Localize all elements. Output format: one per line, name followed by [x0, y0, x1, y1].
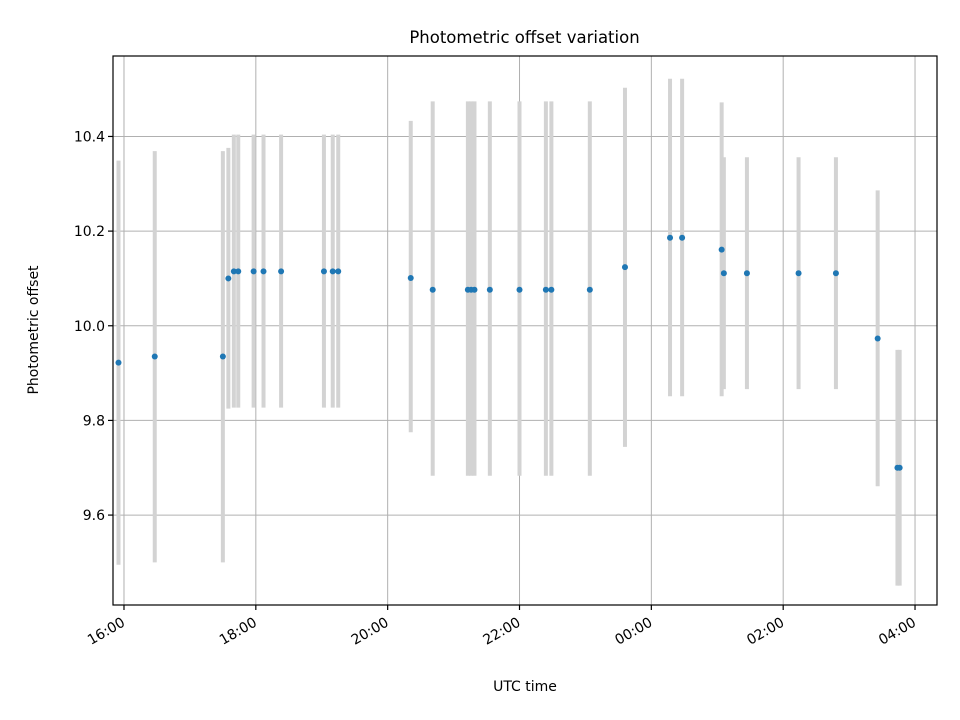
- data-point: [679, 234, 686, 241]
- data-point: [335, 268, 342, 275]
- data-point: [407, 274, 414, 281]
- data-point: [542, 286, 549, 293]
- data-point: [471, 286, 478, 293]
- y-tick-label: 9.8: [83, 413, 105, 429]
- data-point: [621, 264, 628, 271]
- y-tick-label: 10.0: [74, 319, 105, 335]
- data-point: [250, 268, 257, 275]
- data-point: [235, 268, 242, 275]
- data-point: [718, 246, 725, 253]
- data-point: [720, 270, 727, 277]
- data-point: [516, 286, 523, 293]
- data-point: [151, 353, 158, 360]
- data-point: [896, 464, 903, 471]
- data-point: [667, 234, 674, 241]
- data-point: [329, 268, 336, 275]
- y-axis-label: Photometric offset: [26, 265, 42, 395]
- data-point: [278, 268, 285, 275]
- data-point: [429, 286, 436, 293]
- data-point: [219, 353, 226, 360]
- data-point: [832, 270, 839, 277]
- data-point: [115, 359, 122, 366]
- x-axis-label: UTC time: [493, 679, 557, 695]
- point-layer: [115, 234, 903, 471]
- data-point: [743, 270, 750, 277]
- y-tick-label: 9.6: [83, 508, 105, 524]
- data-point: [260, 268, 267, 275]
- plot-frame: [112, 55, 938, 606]
- y-tick-label: 10.2: [74, 224, 105, 240]
- data-point: [486, 286, 493, 293]
- data-point: [874, 335, 881, 342]
- chart-title: Photometric offset variation: [409, 28, 639, 47]
- data-point: [225, 275, 232, 282]
- data-point: [320, 268, 327, 275]
- data-point: [230, 268, 237, 275]
- data-point: [795, 270, 802, 277]
- y-tick-label: 10.4: [74, 129, 105, 145]
- data-point: [548, 286, 555, 293]
- y-tick-layer: 9.6 9.8 10.0 10.2 10.4: [74, 129, 113, 524]
- data-point: [586, 286, 593, 293]
